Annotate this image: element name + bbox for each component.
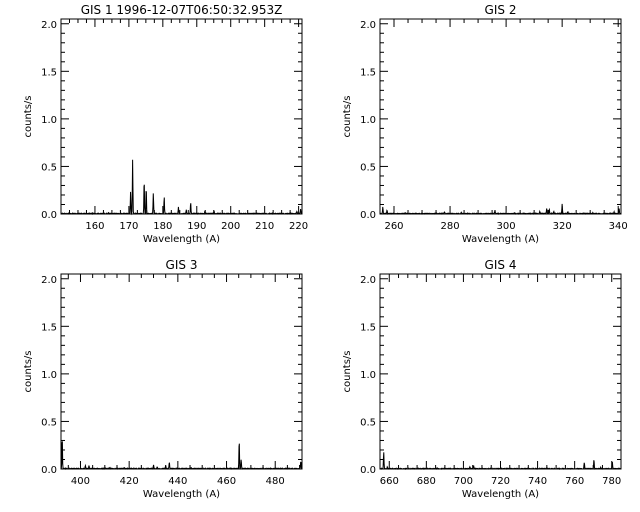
chart-panel-1: GIS 1 1996-12-07T06:50:32.953Z 160 170 180 1…	[23, 3, 308, 245]
y-tick-label: 1.0	[41, 370, 57, 381]
x-tick-label: 460	[217, 476, 236, 487]
spectrum-series-line	[60, 441, 303, 470]
x-tick-label: 220	[289, 221, 308, 232]
y-axis-label: counts/s	[342, 95, 353, 137]
spectrum-series-line	[379, 203, 622, 215]
x-tick-label: 210	[255, 221, 274, 232]
y-tick-label: 0.5	[360, 162, 376, 173]
y-tick-label: 1.5	[41, 322, 57, 333]
x-tick-label: 400	[71, 476, 90, 487]
chart-title: GIS 2	[485, 3, 517, 17]
x-tick-label: 280	[441, 221, 460, 232]
y-axis-label: counts/s	[23, 350, 34, 392]
x-tick-label: 420	[120, 476, 139, 487]
y-tick-label: 0.5	[41, 417, 57, 428]
x-axis-label: Wavelength (A)	[143, 489, 220, 500]
x-tick-label: 700	[454, 476, 473, 487]
y-tick-label: 1.5	[360, 322, 376, 333]
plot-frame	[60, 18, 303, 215]
y-axis-label: counts/s	[23, 95, 34, 137]
plot-frame	[60, 273, 303, 470]
x-tick-label: 260	[384, 221, 403, 232]
x-tick-label: 320	[553, 221, 572, 232]
plot-frame	[379, 273, 622, 470]
y-axis-label: counts/s	[342, 350, 353, 392]
chart-title: GIS 3	[166, 258, 198, 272]
y-tick-label: 2.0	[41, 20, 57, 31]
x-tick-label: 190	[187, 221, 206, 232]
chart-panel-3: GIS 3 400 420 440 460 480 0.0 0.5 1.0 1.5 2.0 Wavel…	[23, 258, 303, 500]
x-tick-label: 180	[153, 221, 172, 232]
y-tick-label: 1.0	[41, 115, 57, 126]
y-tick-label: 0.0	[41, 465, 57, 476]
y-tick-label: 2.0	[41, 275, 57, 286]
x-tick-label: 780	[602, 476, 621, 487]
spectrum-series-line	[379, 452, 622, 471]
x-tick-label: 160	[85, 221, 104, 232]
x-tick-label: 200	[221, 221, 240, 232]
x-tick-label: 480	[266, 476, 285, 487]
x-tick-label: 340	[609, 221, 628, 232]
x-tick-label: 660	[380, 476, 399, 487]
chart-title: GIS 4	[485, 258, 517, 272]
chart-panel-2: GIS 2 260 280 300 320 340 0.0 0.5 1.0 1.5 2.0 Wavel…	[342, 3, 628, 245]
plot-frame	[379, 18, 622, 215]
y-tick-label: 0.5	[41, 162, 57, 173]
y-tick-label: 1.5	[360, 67, 376, 78]
x-axis-label: Wavelength (A)	[462, 489, 539, 500]
y-tick-label: 0.0	[41, 210, 57, 221]
x-tick-label: 170	[119, 221, 138, 232]
y-tick-label: 1.5	[41, 67, 57, 78]
x-tick-label: 300	[497, 221, 516, 232]
y-tick-label: 0.5	[360, 417, 376, 428]
x-axis-label: Wavelength (A)	[462, 234, 539, 245]
spectrum-series-line	[60, 159, 303, 216]
chart-title: GIS 1 1996-12-07T06:50:32.953Z	[81, 3, 283, 17]
y-tick-label: 1.0	[360, 370, 376, 381]
x-axis-label: Wavelength (A)	[143, 234, 220, 245]
x-tick-label: 440	[168, 476, 187, 487]
y-tick-label: 1.0	[360, 115, 376, 126]
x-tick-label: 740	[528, 476, 547, 487]
x-tick-label: 720	[491, 476, 510, 487]
y-tick-label: 2.0	[360, 20, 376, 31]
y-tick-label: 0.0	[360, 465, 376, 476]
x-tick-label: 760	[565, 476, 584, 487]
x-tick-label: 680	[417, 476, 436, 487]
chart-panel-4: GIS 4 660 680 700 720 740 760 780 0.0 0.5 1.0 1.5 2.…	[342, 258, 622, 500]
y-tick-label: 2.0	[360, 275, 376, 286]
y-tick-label: 0.0	[360, 210, 376, 221]
